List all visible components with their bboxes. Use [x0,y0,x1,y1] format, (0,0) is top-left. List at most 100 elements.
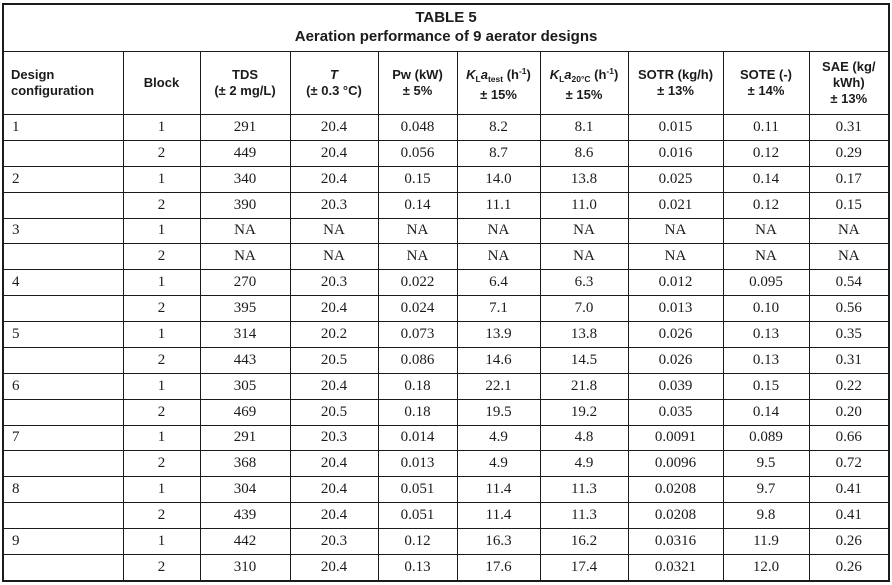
cell-kla-test: 6.4 [456,269,541,297]
col-header-power: Pw (kW) ± 5% [377,51,458,115]
cell-sote: 0.10 [722,295,810,322]
cell-tds: 469 [199,398,291,426]
table-row: 2 1 340 20.4 0.15 14.0 13.8 0.025 0.14 0… [2,165,890,193]
cell-sote: 0.12 [722,191,810,219]
cell-sae: 0.56 [808,295,890,322]
table-row: 2 390 20.3 0.14 11.1 11.0 0.021 0.12 0.1… [2,191,890,219]
cell-temperature: 20.5 [289,398,379,426]
cell-temperature: 20.4 [289,502,379,529]
cell-power: 0.14 [377,191,458,219]
cell-block: 2 [122,191,201,219]
cell-sote: 0.15 [722,372,810,400]
cell-temperature: 20.4 [289,295,379,322]
cell-power: NA [377,217,458,245]
table-row: 2 469 20.5 0.18 19.5 19.2 0.035 0.14 0.2… [2,398,890,426]
cell-sotr: 0.0208 [627,502,724,529]
table-row: 9 1 442 20.3 0.12 16.3 16.2 0.0316 11.9 … [2,528,890,555]
cell-temperature: 20.4 [289,553,379,582]
table-row: 8 1 304 20.4 0.051 11.4 11.3 0.0208 9.7 … [2,476,890,504]
cell-sote: 11.9 [722,528,810,555]
cell-block: 2 [122,398,201,426]
cell-block: 2 [122,502,201,529]
cell-kla-20c: 21.8 [539,372,629,400]
cell-block: 1 [122,424,201,452]
cell-block: 2 [122,346,201,374]
cell-block: 1 [122,372,201,400]
cell-sae: 0.41 [808,502,890,529]
cell-temperature: NA [289,243,379,271]
col-header-design-configuration: Design configuration [2,51,124,115]
cell-tds: 291 [199,424,291,452]
table-title-row: TABLE 5 Aeration performance of 9 aerato… [2,3,890,52]
col-header-block: Block [122,51,201,115]
cell-sote: 0.11 [722,114,810,141]
cell-sote: 9.5 [722,450,810,478]
cell-kla-test: NA [456,243,541,271]
cell-kla-20c: 4.9 [539,450,629,478]
cell-design-configuration [2,139,124,167]
cell-sae: 0.17 [808,165,890,193]
cell-design-configuration [2,553,124,582]
cell-power: 0.18 [377,398,458,426]
cell-design-configuration: 3 [2,217,124,245]
cell-power: 0.022 [377,269,458,297]
cell-kla-20c: 13.8 [539,321,629,348]
cell-temperature: 20.3 [289,191,379,219]
cell-sae: NA [808,217,890,245]
cell-temperature: 20.5 [289,346,379,374]
cell-kla-20c: NA [539,217,629,245]
cell-sae: 0.26 [808,553,890,582]
table-row: 2 443 20.5 0.086 14.6 14.5 0.026 0.13 0.… [2,346,890,374]
cell-sae: 0.26 [808,528,890,555]
col-header-sae: SAE (kg/ kWh) ± 13% [808,51,890,115]
cell-tds: 340 [199,165,291,193]
cell-sotr: 0.035 [627,398,724,426]
cell-power: 0.013 [377,450,458,478]
cell-temperature: 20.4 [289,114,379,141]
cell-block: 1 [122,476,201,504]
cell-sotr: 0.012 [627,269,724,297]
col-header-sotr: SOTR (kg/h) ± 13% [627,51,724,115]
cell-power: 0.056 [377,139,458,167]
cell-power: 0.15 [377,165,458,193]
cell-design-configuration: 1 [2,114,124,141]
cell-design-configuration [2,243,124,271]
table-row: 4 1 270 20.3 0.022 6.4 6.3 0.012 0.095 0… [2,269,890,297]
cell-block: 2 [122,553,201,582]
table-title-cell: TABLE 5 Aeration performance of 9 aerato… [2,3,890,52]
cell-kla-test: 13.9 [456,321,541,348]
cell-kla-20c: 8.6 [539,139,629,167]
cell-power: 0.12 [377,528,458,555]
cell-kla-20c: 11.3 [539,502,629,529]
cell-design-configuration: 6 [2,372,124,400]
table-header-row: Design configuration Block TDS (± 2 mg/L… [2,51,890,115]
table-body: 1 1 291 20.4 0.048 8.2 8.1 0.015 0.11 0.… [2,114,890,582]
cell-kla-test: 11.4 [456,476,541,504]
cell-tds: 439 [199,502,291,529]
cell-kla-20c: 11.0 [539,191,629,219]
cell-temperature: NA [289,217,379,245]
table-row: 3 1 NA NA NA NA NA NA NA NA [2,217,890,245]
cell-temperature: 20.4 [289,165,379,193]
cell-block: 1 [122,114,201,141]
cell-design-configuration [2,398,124,426]
cell-power: 0.086 [377,346,458,374]
cell-sae: NA [808,243,890,271]
cell-tds: 443 [199,346,291,374]
cell-kla-20c: 4.8 [539,424,629,452]
cell-sote: 0.14 [722,398,810,426]
table-row: 2 439 20.4 0.051 11.4 11.3 0.0208 9.8 0.… [2,502,890,529]
cell-power: 0.073 [377,321,458,348]
cell-temperature: 20.4 [289,139,379,167]
cell-block: 1 [122,217,201,245]
cell-kla-20c: NA [539,243,629,271]
cell-tds: 442 [199,528,291,555]
cell-block: 2 [122,295,201,322]
cell-design-configuration: 4 [2,269,124,297]
cell-sae: 0.15 [808,191,890,219]
cell-sotr: NA [627,243,724,271]
cell-temperature: 20.3 [289,424,379,452]
cell-kla-test: 4.9 [456,424,541,452]
cell-sote: 0.14 [722,165,810,193]
cell-tds: NA [199,217,291,245]
